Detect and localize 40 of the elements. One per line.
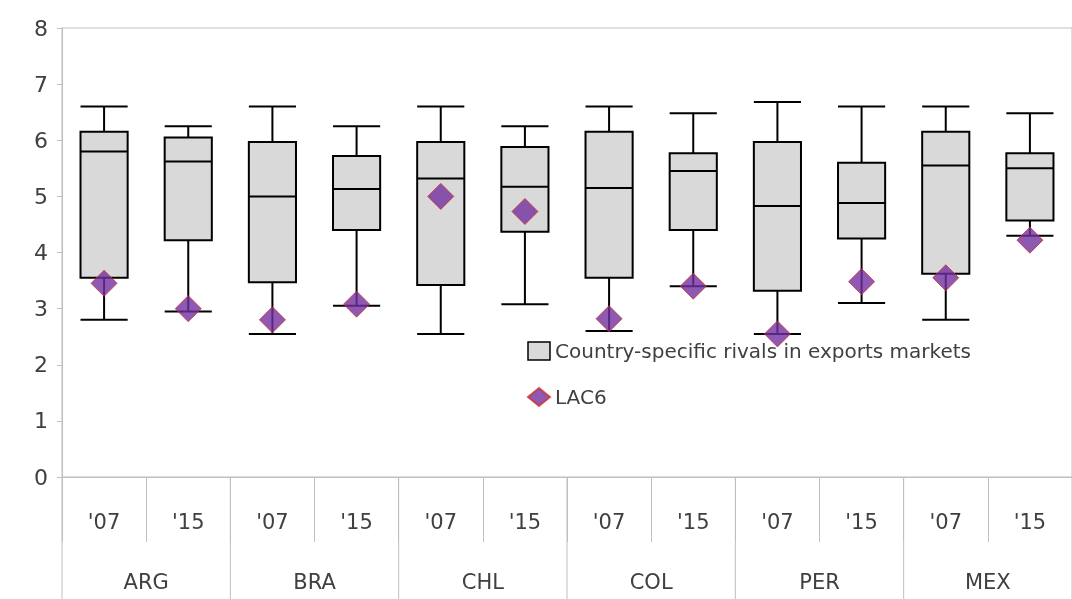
x-tick-label: '15 [508, 509, 542, 534]
point [90, 269, 118, 297]
x-tick-label: '07 [929, 509, 962, 534]
point [1016, 226, 1044, 254]
y-tick-label: 1 [34, 408, 48, 434]
y-tick-label: 3 [34, 296, 48, 322]
y-tick-label: 5 [34, 183, 48, 209]
x-tick-label: '07 [87, 509, 121, 534]
point [848, 268, 876, 296]
legend-label: LAC6 [555, 385, 607, 409]
y-tick-label: 4 [34, 240, 48, 265]
x-tick-label: '07 [424, 509, 457, 534]
x-tick-label: '15 [172, 509, 205, 534]
y-tick-label: 6 [34, 127, 48, 153]
x-tick-label: '07 [592, 509, 626, 534]
text: CHL [461, 569, 505, 594]
x-tick-label: '15 [845, 509, 878, 534]
text: MEX [964, 569, 1011, 594]
point [258, 306, 286, 334]
point [511, 198, 539, 226]
y-tick-label: 2 [34, 352, 48, 378]
y-tick-label: 8 [34, 15, 48, 41]
y-tick-label: 0 [34, 464, 48, 490]
x-tick-label: '07 [256, 509, 289, 534]
point [174, 295, 202, 323]
text: PER [799, 569, 840, 594]
legend-label: Country-specific rivals in exports markets [555, 339, 971, 363]
x-tick-label: '15 [677, 509, 710, 534]
y-tick-label: 7 [34, 71, 48, 97]
text: BRA [293, 569, 337, 594]
x-tick-label: '15 [1013, 509, 1047, 534]
point [932, 264, 960, 292]
x-tick-label: '07 [761, 509, 794, 534]
x-tick-label: '15 [340, 509, 373, 534]
text: COL [629, 569, 673, 594]
text: ARG [123, 569, 169, 594]
point [595, 305, 623, 333]
point [679, 272, 707, 300]
point [427, 182, 455, 210]
point [343, 290, 371, 318]
